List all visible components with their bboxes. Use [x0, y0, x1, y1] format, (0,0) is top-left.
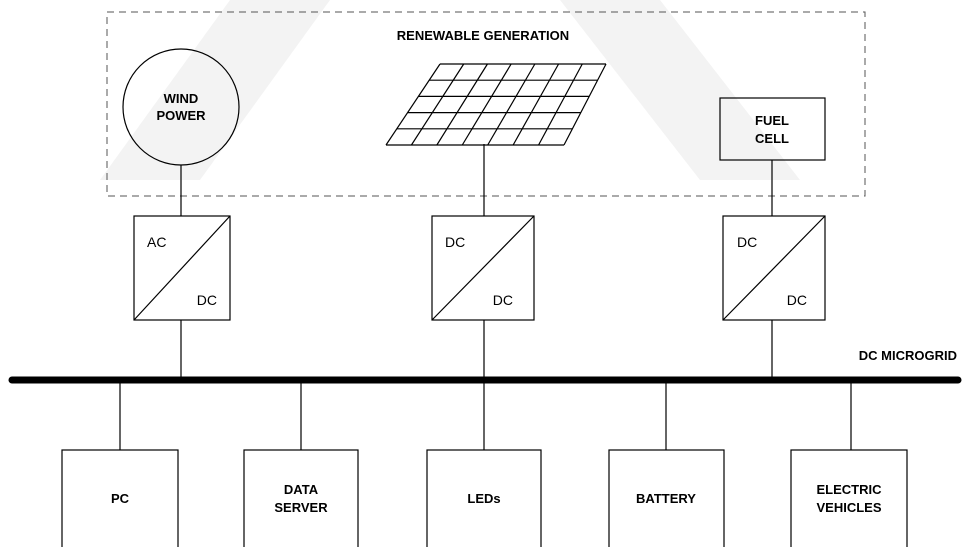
converter-output: DC — [787, 292, 807, 308]
load-label: PC — [111, 491, 130, 506]
source-label: WIND — [164, 91, 199, 106]
connectors — [119, 144, 852, 450]
panel-grid-line — [538, 63, 583, 146]
converter-output: DC — [493, 292, 513, 308]
converter-input: AC — [147, 234, 166, 250]
load-label: VEHICLES — [816, 500, 881, 515]
load-label: BATTERY — [636, 491, 696, 506]
load-boxes — [61, 449, 908, 547]
watermark — [100, 0, 800, 180]
source-label: FUEL — [755, 113, 789, 128]
solar-panel — [385, 63, 607, 146]
converter-input: DC — [445, 234, 465, 250]
panel-grid-line — [512, 63, 560, 146]
panel-grid-line — [410, 63, 465, 146]
load-label: ELECTRIC — [817, 482, 883, 497]
panel-grid-line — [563, 63, 607, 146]
source-label: CELL — [755, 131, 789, 146]
load-label: SERVER — [274, 500, 328, 515]
converter-input: DC — [737, 234, 757, 250]
panel-grid-line — [461, 63, 512, 146]
bus-label: DC MICROGRID — [859, 348, 957, 363]
load-label: LEDs — [467, 491, 500, 506]
panel-grid-line — [436, 63, 488, 146]
group-box — [106, 11, 866, 197]
panel-grid-line — [487, 63, 536, 146]
source-label: POWER — [156, 108, 206, 123]
panel-grid-line — [385, 63, 441, 146]
group-title: RENEWABLE GENERATION — [397, 28, 569, 43]
converters — [133, 215, 826, 321]
load-label: DATA — [284, 482, 319, 497]
converter-output: DC — [197, 292, 217, 308]
